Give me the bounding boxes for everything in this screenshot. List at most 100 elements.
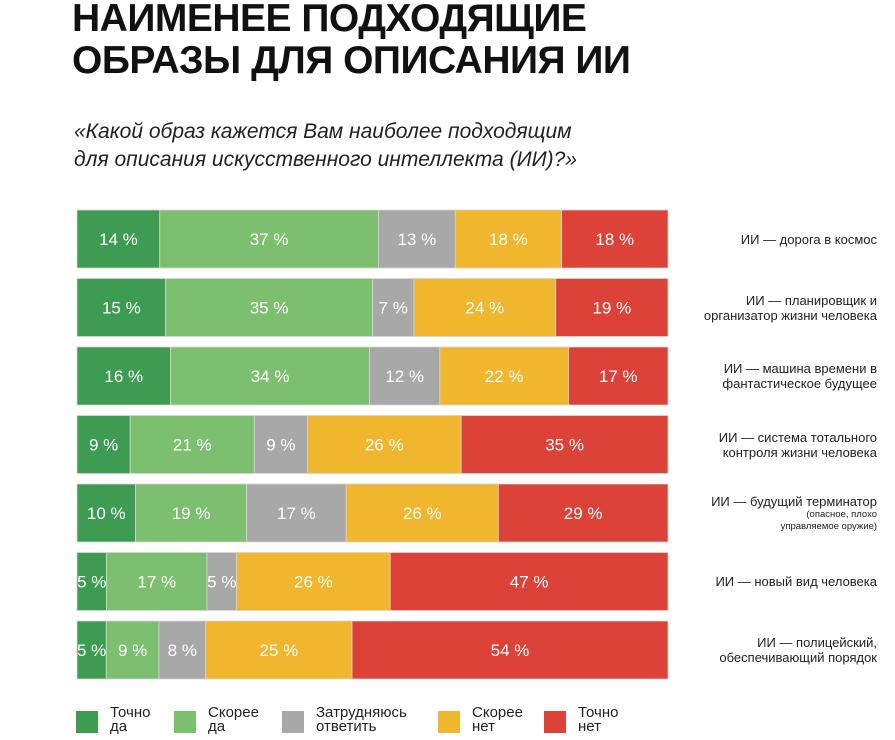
data-label: 17 % (137, 573, 176, 592)
data-label: 12 % (385, 367, 424, 386)
bar-segment (158, 620, 207, 680)
bar-segment (76, 552, 107, 611)
data-label: 7 % (379, 299, 408, 318)
bar-segment (135, 483, 248, 543)
data-label: 5 % (77, 573, 106, 592)
stacked-bar-chart: 14 % 37 % 13 % 18 % 18 %15 % 35 % 7 % 24 % 19 %1… (76, 209, 669, 680)
legend-item: Затрудняюсь ответить (282, 704, 407, 735)
bar-segment (165, 278, 373, 337)
bar-segment (106, 552, 208, 611)
data-label: 14 % (99, 230, 138, 249)
bar-segment (159, 209, 379, 269)
bar-segment (236, 552, 391, 611)
data-label: 13 % (397, 230, 436, 249)
data-label: 19 % (592, 299, 631, 318)
data-label: 8 % (168, 641, 197, 660)
legend-item: Точно да (76, 704, 151, 735)
data-label: 5 % (207, 573, 236, 592)
data-label: 22 % (485, 367, 524, 386)
data-label: 19 % (172, 504, 211, 523)
data-label: 17 % (277, 504, 316, 523)
category-label-text: ИИ — полицейский, обеспечивающий порядок (719, 635, 877, 665)
bar-row: 5 % 17 % 5 % 26 % 47 % (76, 552, 669, 611)
data-label: 9 % (89, 436, 118, 455)
legend-swatch (544, 711, 566, 733)
bar-segment (76, 415, 131, 474)
bar-segment (76, 620, 107, 680)
data-label: 25 % (260, 641, 299, 660)
bar-segment (460, 415, 669, 474)
category-label-text: ИИ — машина времени в фантастическое буд… (722, 361, 877, 391)
legend-label: Скорее нет (472, 704, 523, 735)
category-label-text: ИИ — новый вид человека (715, 574, 877, 589)
category-label: ИИ — будущий терминатор (опасное, плохо у… (637, 494, 877, 533)
legend-label: Скорее да (208, 704, 259, 735)
category-label-text: ИИ — дорога в космос (740, 231, 877, 247)
bar-segment (206, 552, 237, 611)
bar-segment (561, 209, 669, 269)
data-label: 15 % (102, 299, 141, 318)
bar-segment (568, 346, 669, 406)
data-label: 35 % (545, 436, 584, 455)
bar-row: 9 % 21 % 9 % 26 % 35 % (76, 415, 669, 474)
data-label: 9 % (266, 436, 295, 455)
data-label: 29 % (564, 504, 603, 523)
data-label: 26 % (365, 436, 404, 455)
category-label-text: ИИ — планировщик и организатор жизни чел… (703, 292, 877, 323)
legend-label: Точно нет (578, 704, 619, 735)
data-label: 5 % (77, 641, 106, 660)
bar-segment (351, 620, 669, 680)
bar-row: 10 % 19 % 17 % 26 % 29 % (76, 483, 669, 543)
data-label: 21 % (173, 436, 212, 455)
bar-segment (307, 415, 462, 474)
legend-label: Точно да (110, 704, 151, 735)
data-label: 54 % (491, 641, 530, 660)
data-label: 18 % (595, 230, 634, 249)
data-label: 34 % (251, 367, 290, 386)
bar-row: 5 % 9 % 8 % 25 % 54 % (76, 620, 669, 680)
bar-segment (345, 483, 499, 543)
category-label-note: (опасное, плохо управляемое оружие) (780, 508, 877, 532)
legend-label: Затрудняюсь ответить (316, 704, 407, 735)
legend-swatch (174, 711, 196, 733)
bar-segment (246, 483, 347, 543)
data-label: 35 % (250, 299, 289, 318)
bar-segment (76, 483, 136, 543)
legend-swatch (282, 711, 304, 733)
bar-row: 16 % 34 % 12 % 22 % 17 % (76, 346, 669, 406)
legend-item: Скорее да (174, 704, 259, 735)
data-label: 24 % (465, 299, 504, 318)
data-label: 37 % (250, 230, 289, 249)
category-label: ИИ — дорога в космос (637, 232, 877, 247)
bar-segment (439, 346, 569, 406)
bar-segment (76, 209, 161, 269)
category-label-text: ИИ — система тотального контроля жизни ч… (718, 429, 877, 460)
category-label: ИИ — машина времени в фантастическое буд… (637, 361, 877, 391)
data-label: 9 % (118, 641, 147, 660)
data-label: 10 % (87, 504, 126, 523)
legend-swatch (438, 711, 460, 733)
legend-item: Точно нет (544, 704, 619, 735)
bar-segment (129, 415, 255, 474)
chart-title: НАИМЕНЕЕ ПОДХОДЯЩИЕ ОБРАЗЫ ДЛЯ ОПИСАНИЯ … (72, 0, 631, 82)
bar-segment (497, 483, 669, 543)
legend-item: Скорее нет (438, 704, 523, 735)
data-label: 18 % (489, 230, 528, 249)
data-label: 47 % (510, 573, 549, 592)
category-label-text: ИИ — будущий терминатор (711, 493, 877, 509)
chart-subtitle: «Какой образ кажется Вам наиболее подход… (74, 120, 577, 171)
bar-row: 14 % 37 % 13 % 18 % 18 % (76, 209, 669, 269)
category-label: ИИ — полицейский, обеспечивающий порядок (637, 635, 877, 665)
data-label: 16 % (104, 367, 143, 386)
bar-row: 15 % 35 % 7 % 24 % 19 % (76, 278, 669, 337)
category-label: ИИ — планировщик и организатор жизни чел… (637, 293, 877, 323)
bar-segment (76, 278, 167, 337)
data-label: 26 % (403, 504, 442, 523)
legend-swatch (76, 711, 98, 733)
category-label: ИИ — система тотального контроля жизни ч… (637, 430, 877, 460)
bar-segment (555, 278, 669, 337)
bar-segment (205, 620, 353, 680)
bar-segment (454, 209, 563, 269)
bar-segment (389, 552, 669, 611)
data-label: 17 % (599, 367, 638, 386)
